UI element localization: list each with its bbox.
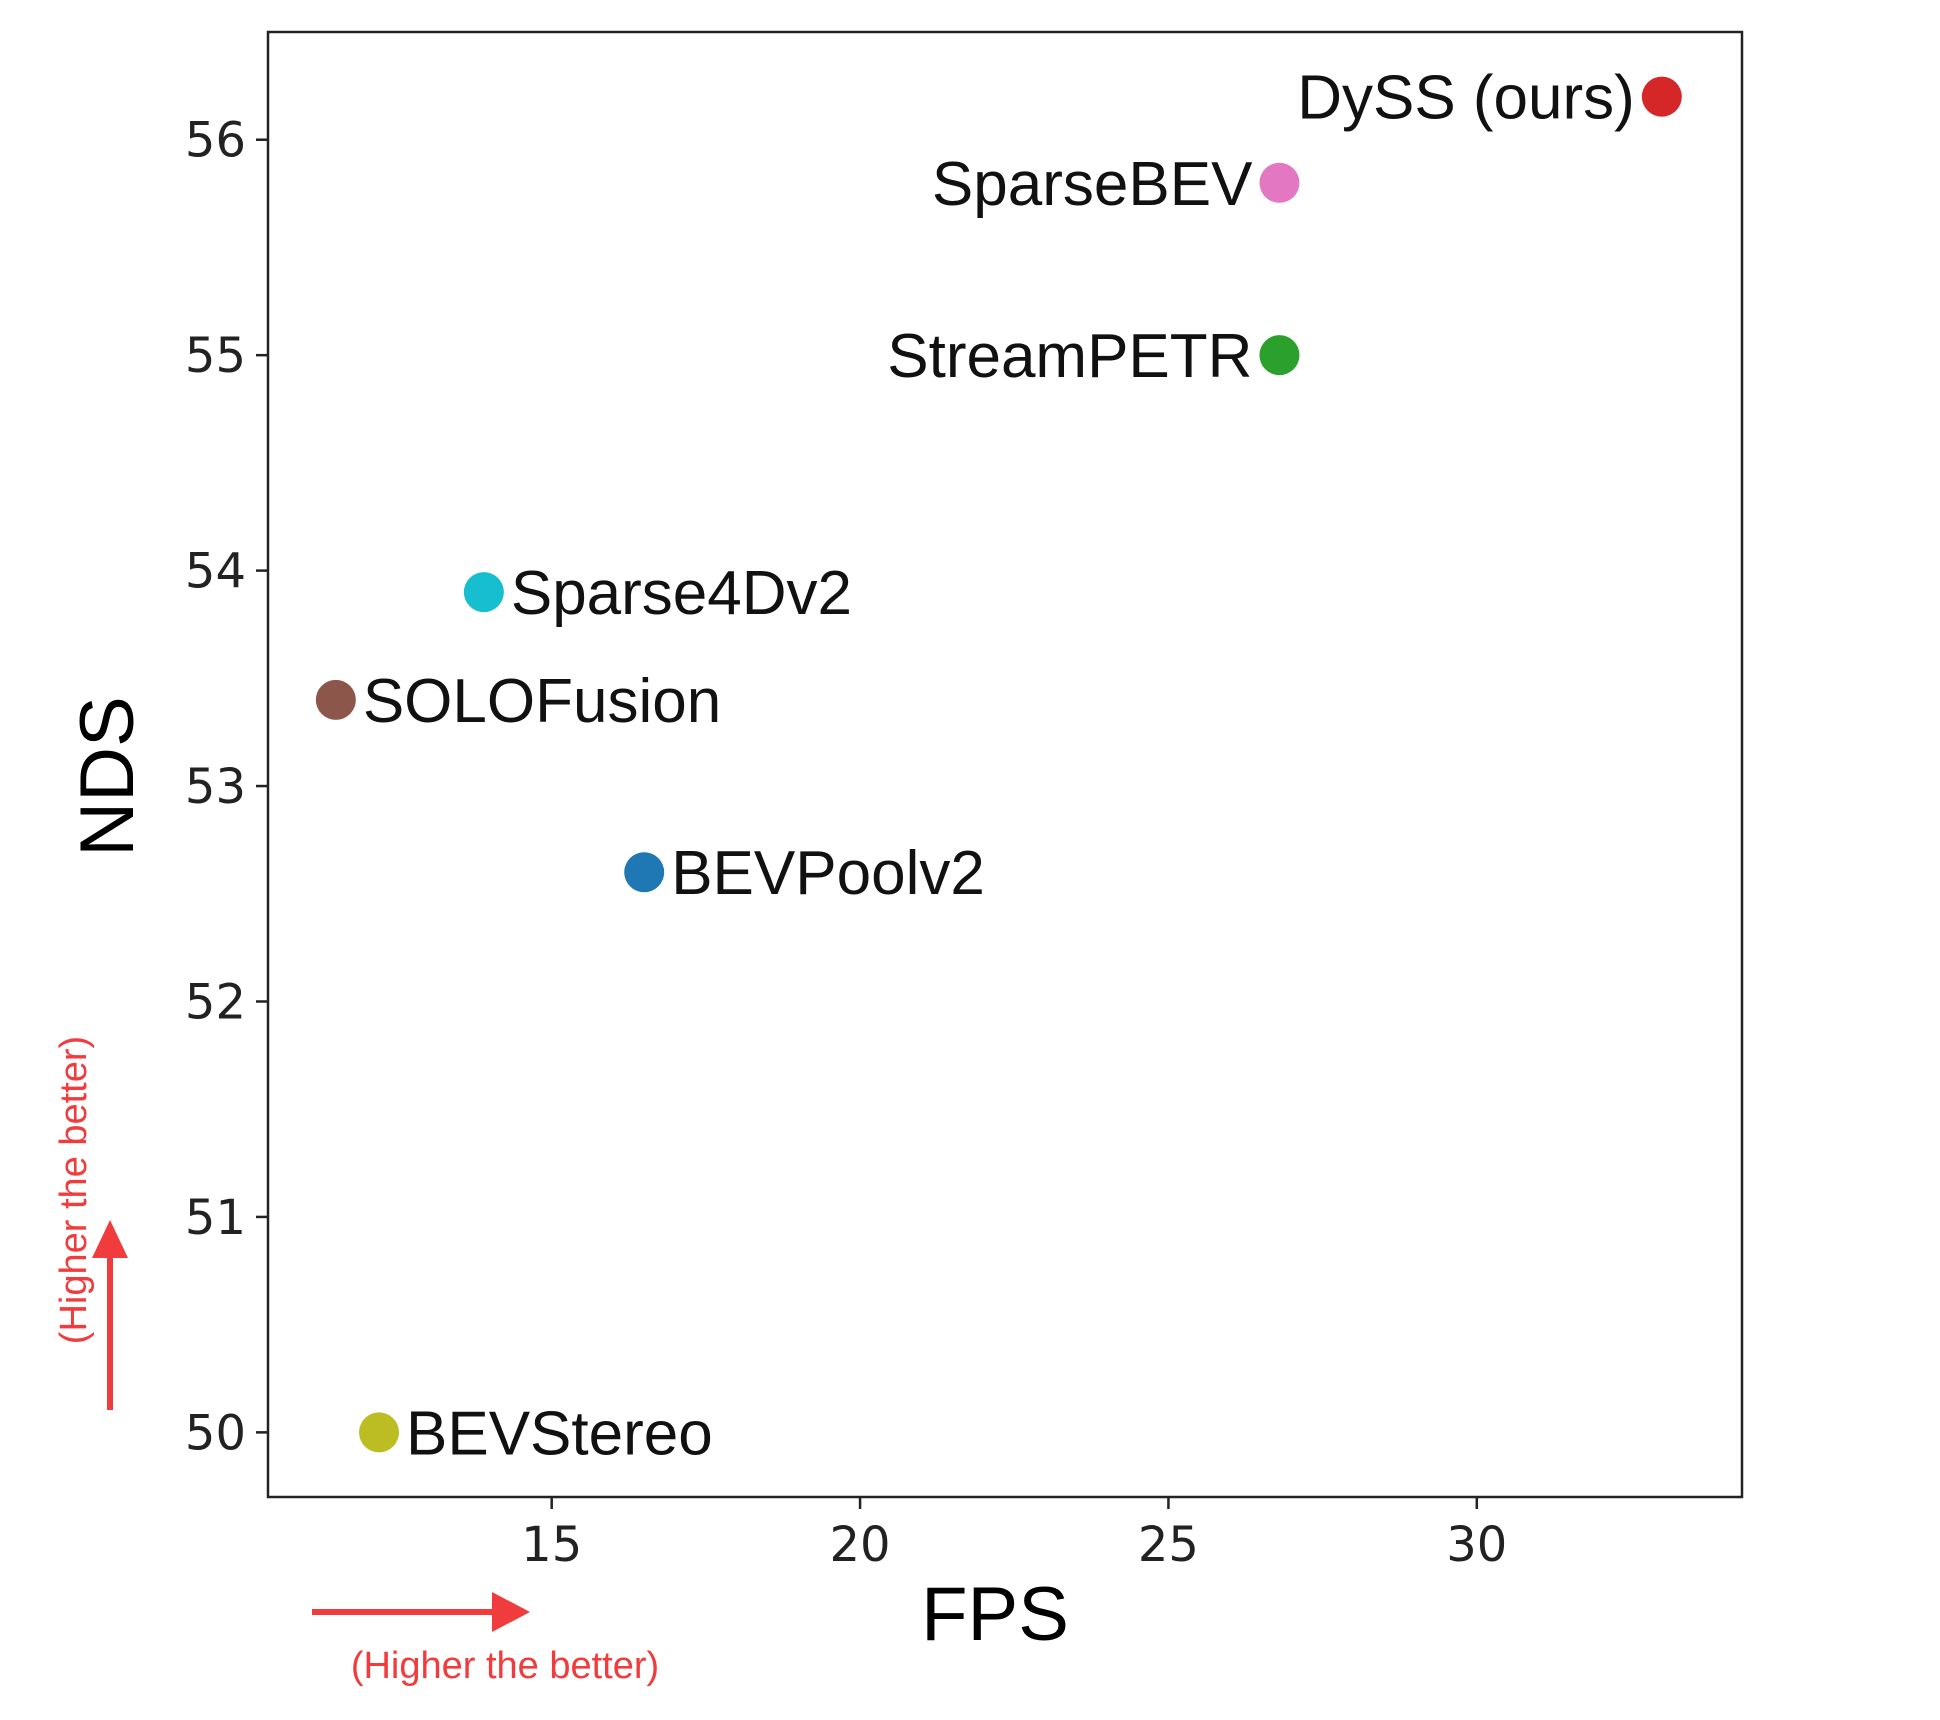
y-axis-ticks: 50 51 52 53 54 55 56 (185, 113, 268, 1461)
data-points: DySS (ours) SparseBEV StreamPETR Sparse4Dv2… (315, 64, 1682, 1468)
x-axis-note: (Higher the better) (312, 1592, 659, 1687)
point-label: BEVPoolv2 (671, 839, 985, 908)
y-axis-title: NDS (65, 696, 150, 856)
point-label: BEVStereo (406, 1399, 713, 1468)
y-tick-label: 51 (185, 1190, 246, 1246)
x-tick-label: 25 (1138, 1517, 1199, 1573)
x-axis-note-text: (Higher the better) (351, 1645, 659, 1687)
point-label: Sparse4Dv2 (511, 559, 852, 628)
data-point (1641, 76, 1682, 117)
plot-frame (266, 30, 1744, 1499)
y-tick-label: 50 (185, 1405, 246, 1461)
x-axis-ticks: 15 20 25 30 (521, 1497, 1507, 1573)
x-tick-label: 15 (521, 1517, 582, 1573)
y-axis-note-text: (Higher the better) (53, 1036, 95, 1344)
point-label: SparseBEV (932, 150, 1253, 219)
y-arrow-head (92, 1220, 128, 1258)
y-axis-note: (Higher the better) (53, 1036, 128, 1410)
point-label: StreamPETR (887, 322, 1252, 391)
point-label: SOLOFusion (363, 667, 721, 736)
x-arrow-head (492, 1592, 530, 1632)
data-point (1259, 335, 1300, 376)
data-point (315, 679, 356, 720)
x-axis-title: FPS (921, 1572, 1069, 1657)
data-point (463, 572, 504, 613)
x-tick-label: 30 (1446, 1517, 1507, 1573)
data-point (624, 852, 665, 893)
y-tick-label: 53 (185, 759, 246, 815)
y-tick-label: 54 (185, 544, 246, 600)
y-tick-label: 56 (185, 113, 246, 169)
data-point (359, 1412, 400, 1453)
y-tick-label: 55 (185, 328, 246, 384)
data-point (1259, 162, 1300, 203)
point-label: DySS (ours) (1297, 64, 1635, 133)
y-tick-label: 52 (185, 974, 246, 1030)
x-tick-label: 20 (830, 1517, 891, 1573)
